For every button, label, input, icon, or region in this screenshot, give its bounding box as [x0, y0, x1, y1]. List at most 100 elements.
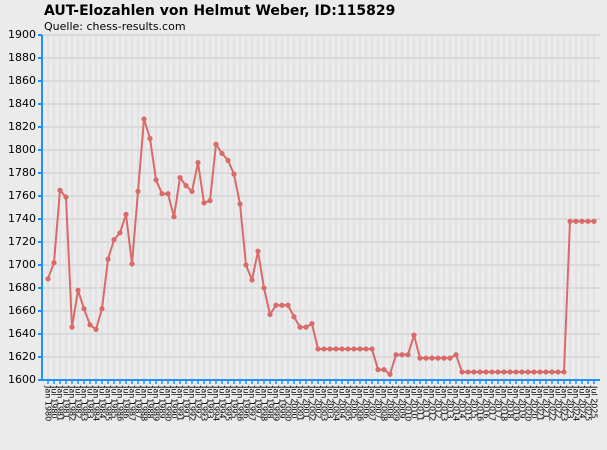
point: [555, 369, 561, 375]
x-tick-label: Jan 2025: [584, 385, 593, 421]
x-tick-label: Jul 2000: [290, 385, 299, 419]
x-tick-label: Jul 1980: [50, 385, 59, 419]
x-tick-label: Jan 1988: [140, 385, 149, 421]
point: [405, 352, 411, 358]
x-tick-label: Jul 1987: [134, 385, 143, 419]
point: [387, 371, 393, 377]
point: [567, 218, 573, 224]
point: [147, 135, 153, 142]
point: [435, 355, 441, 361]
x-tick-label: Jan 2008: [380, 385, 389, 421]
x-tick-label: Jan 1987: [128, 385, 137, 421]
x-tick-label: Jan 2017: [488, 385, 497, 421]
y-tick-label: 1900: [8, 28, 36, 41]
point: [417, 355, 423, 361]
x-tick-label: Jan 1983: [80, 385, 89, 421]
x-tick-label: Jan 1991: [176, 385, 185, 421]
x-tick-label: Jul 2021: [542, 385, 551, 419]
y-tick-label: 1680: [8, 281, 36, 294]
point: [489, 369, 495, 375]
point: [267, 311, 273, 318]
chart-title: AUT-Elozahlen von Helmut Weber, ID:11582…: [44, 3, 395, 19]
point: [357, 346, 363, 352]
x-tick-label: Jul 2022: [554, 385, 563, 419]
point: [249, 277, 255, 283]
point: [321, 346, 327, 352]
point: [471, 369, 477, 375]
point: [399, 352, 405, 358]
point: [129, 261, 135, 267]
x-tick-label: Jul 1992: [194, 385, 203, 419]
x-tick-label: Jul 1984: [98, 385, 107, 419]
point: [411, 332, 417, 338]
point: [153, 177, 159, 183]
x-tick-label: Jul 2020: [530, 385, 539, 419]
x-tick-label: Jul 1985: [110, 385, 119, 419]
y-tick-label: 1840: [8, 97, 36, 110]
x-tick-label: Jul 1982: [74, 385, 83, 419]
line: [47, 118, 594, 376]
point: [297, 324, 303, 330]
x-tick-label: Jul 2024: [578, 385, 587, 419]
point: [465, 369, 471, 375]
x-tick-label: Jan 1995: [224, 385, 233, 421]
point: [183, 183, 189, 189]
point: [237, 201, 243, 207]
y-tick-label: 1660: [8, 304, 36, 317]
point: [255, 248, 261, 254]
x-tick-label: Jul 1983: [86, 385, 95, 419]
x-tick-label: Jul 1981: [62, 385, 71, 419]
x-tick-label: Jul 2018: [506, 385, 515, 419]
x-tick-label: Jul 2017: [494, 385, 503, 419]
point: [213, 141, 219, 147]
x-tick-label: Jan 2016: [476, 385, 485, 421]
x-tick-label: Jul 2025: [590, 385, 599, 419]
x-tick-label: Jul 1996: [242, 385, 251, 419]
x-tick-label: Jul 2015: [470, 385, 479, 419]
y-tick-label: 1640: [8, 327, 36, 340]
x-tick-label: Jan 2009: [392, 385, 401, 421]
x-tick-label: Jan 2021: [536, 385, 545, 421]
point: [105, 256, 111, 262]
point: [273, 302, 279, 308]
x-tick-label: Jul 2012: [434, 385, 443, 419]
x-tick-label: Jul 1990: [170, 385, 179, 419]
x-tick-label: Jul 1993: [206, 385, 215, 419]
point: [309, 321, 315, 327]
x-tick-label: Jan 2012: [428, 385, 437, 421]
x-tick-label: Jan 2006: [356, 385, 365, 421]
point: [165, 191, 171, 197]
point: [189, 188, 195, 194]
x-tick-label: Jul 2005: [350, 385, 359, 419]
x-tick-label: Jan 1981: [56, 385, 65, 421]
point: [51, 260, 57, 266]
point: [573, 218, 579, 224]
point: [447, 355, 453, 361]
point: [63, 194, 69, 200]
point: [45, 276, 51, 282]
y-tick-label: 1880: [8, 51, 36, 64]
point: [135, 188, 141, 194]
x-tick-label: Jul 2011: [422, 385, 431, 419]
x-tick-label: Jan 1980: [44, 385, 53, 421]
x-tick-label: Jul 2010: [410, 385, 419, 419]
y-tick-label: 1820: [8, 120, 36, 133]
y-tick-label: 1740: [8, 212, 36, 225]
point: [231, 171, 237, 177]
point: [381, 367, 387, 373]
point: [459, 369, 465, 375]
point: [537, 369, 543, 375]
x-tick-label: Jan 2001: [296, 385, 305, 421]
point: [423, 355, 429, 361]
point: [453, 352, 459, 358]
point: [393, 352, 399, 358]
point: [177, 175, 183, 181]
point: [279, 302, 285, 308]
point: [369, 346, 375, 352]
x-tick-label: Jan 2020: [524, 385, 533, 421]
x-tick-label: Jan 2024: [572, 385, 581, 421]
x-tick-label: Jul 2004: [338, 385, 347, 419]
point: [513, 369, 519, 375]
x-tick-label: Jan 1993: [200, 385, 209, 421]
